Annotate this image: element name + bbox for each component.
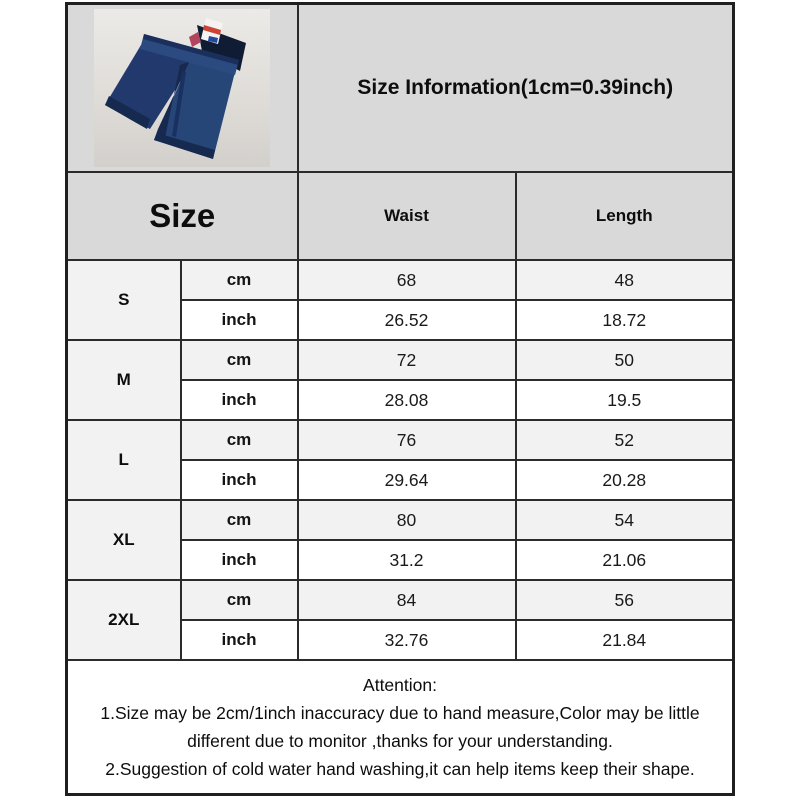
unit-label-inch: inch	[179, 459, 299, 501]
value-m-cm-length: 50	[514, 339, 735, 381]
table-row-2xl-cm: 2XL cm 84 56	[65, 579, 735, 661]
unit-label-cm: cm	[179, 339, 299, 381]
size-label-m: M	[65, 339, 182, 421]
size-label-xl: XL	[65, 499, 182, 581]
unit-label-inch: inch	[179, 299, 299, 341]
value-xl-cm-length: 54	[514, 499, 735, 541]
table-row-m-inch: inch 28.08 19.5	[67, 379, 735, 421]
table-row-l-inch: inch 29.64 20.28	[67, 459, 735, 501]
header-length: Length	[514, 171, 735, 261]
value-2xl-inch-length: 21.84	[514, 619, 735, 661]
header-waist: Waist	[296, 171, 517, 261]
value-s-inch-length: 18.72	[514, 299, 735, 341]
value-s-inch-waist: 26.52	[296, 299, 517, 341]
value-2xl-cm-length: 56	[514, 579, 735, 621]
table-row-s-cm: S cm 68 48	[65, 259, 735, 341]
header-size: Size	[65, 171, 299, 261]
value-l-cm-waist: 76	[296, 419, 517, 461]
unit-label-cm: cm	[179, 579, 299, 621]
table-header-row: Size Waist Length	[65, 171, 735, 261]
value-xl-inch-length: 21.06	[514, 539, 735, 581]
attention-note: Attention: 1.Size may be 2cm/1inch inacc…	[65, 659, 735, 796]
attention-item-2: 2.Suggestion of cold water hand washing,…	[105, 759, 695, 779]
table-row-xl-inch: inch 31.2 21.06	[67, 539, 735, 581]
unit-label-cm: cm	[179, 259, 299, 301]
denim-shorts-image	[105, 18, 247, 159]
unit-label-cm: cm	[179, 499, 299, 541]
size-information-title: Size Information(1cm=0.39inch)	[296, 2, 735, 173]
value-m-inch-waist: 28.08	[296, 379, 517, 421]
table-row-l-cm: L cm 76 52	[65, 419, 735, 501]
value-xl-cm-waist: 80	[296, 499, 517, 541]
value-2xl-inch-waist: 32.76	[296, 619, 517, 661]
value-l-inch-waist: 29.64	[296, 459, 517, 501]
value-m-cm-waist: 72	[296, 339, 517, 381]
table-row-m-cm: M cm 72 50	[65, 339, 735, 421]
value-m-inch-length: 19.5	[514, 379, 735, 421]
size-table: Size Information(1cm=0.39inch) Size Wais…	[65, 2, 736, 796]
table-row-2xl-inch: inch 32.76 21.84	[67, 619, 735, 661]
table-row-s-inch: inch 26.52 18.72	[67, 299, 735, 341]
size-label-l: L	[65, 419, 182, 501]
attention-item-1: 1.Size may be 2cm/1inch inaccuracy due t…	[100, 703, 700, 751]
unit-label-inch: inch	[179, 379, 299, 421]
top-section-row: Size Information(1cm=0.39inch)	[65, 2, 735, 173]
value-l-inch-length: 20.28	[514, 459, 735, 501]
unit-label-inch: inch	[179, 539, 299, 581]
value-2xl-cm-waist: 84	[296, 579, 517, 621]
value-l-cm-length: 52	[514, 419, 735, 461]
value-s-cm-length: 48	[514, 259, 735, 301]
attention-heading: Attention:	[363, 675, 437, 695]
table-row-xl-cm: XL cm 80 54	[65, 499, 735, 581]
size-label-s: S	[65, 259, 182, 341]
product-photo	[94, 9, 271, 167]
value-s-cm-waist: 68	[296, 259, 517, 301]
unit-label-inch: inch	[179, 619, 299, 661]
unit-label-cm: cm	[179, 419, 299, 461]
value-xl-inch-waist: 31.2	[296, 539, 517, 581]
size-chart-sheet: Size Information(1cm=0.39inch) Size Wais…	[65, 2, 736, 796]
attention-row: Attention: 1.Size may be 2cm/1inch inacc…	[65, 659, 735, 796]
product-photo-cell	[65, 2, 299, 173]
size-label-2xl: 2XL	[65, 579, 182, 661]
